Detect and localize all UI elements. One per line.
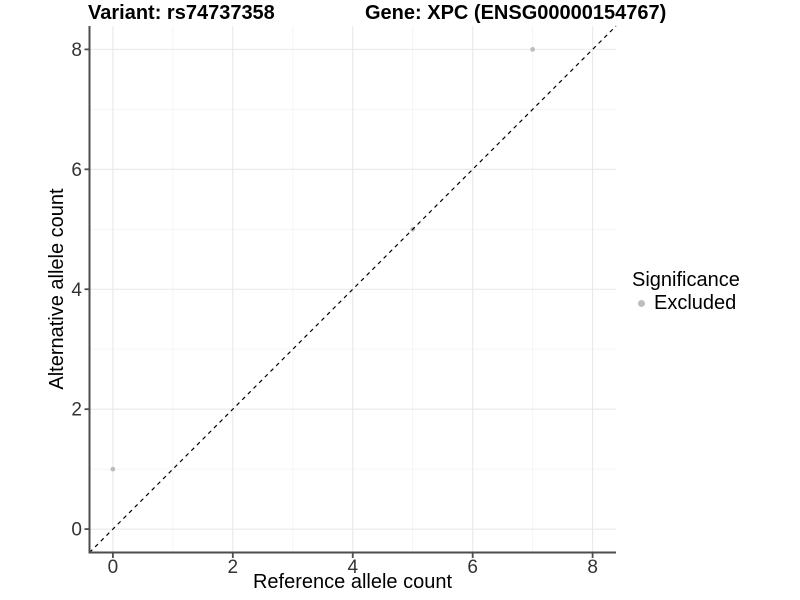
y-tick-label: 0	[71, 520, 82, 541]
axis-lines	[88, 26, 616, 554]
legend: Significance Excluded	[632, 269, 740, 315]
y-tick-label: 8	[71, 40, 82, 61]
x-tick-label: 4	[347, 557, 358, 578]
y-tick-label: 2	[71, 400, 82, 421]
y-tick-label: 6	[71, 160, 82, 181]
y-tick-label: 4	[71, 280, 82, 301]
y-axis-title: Alternative allele count	[46, 188, 68, 390]
x-tick-label: 0	[108, 557, 119, 578]
x-tick-label: 8	[587, 557, 598, 578]
data-point	[110, 466, 116, 472]
legend-key	[632, 294, 651, 313]
x-tick-label: 6	[467, 557, 478, 578]
legend-item: Excluded	[632, 292, 740, 315]
legend-item-label: Excluded	[654, 292, 737, 314]
legend-point-icon	[638, 300, 645, 307]
plot-title-variant: Variant: rs74737358	[88, 2, 275, 24]
x-tick-label: 2	[228, 557, 239, 578]
x-axis-title: Reference allele count	[252, 571, 452, 593]
legend-items: Excluded	[632, 292, 740, 315]
legend-title: Significance	[632, 269, 740, 291]
data-point	[530, 46, 536, 52]
plot-title-gene: Gene: XPC (ENSG00000154767)	[365, 2, 667, 24]
